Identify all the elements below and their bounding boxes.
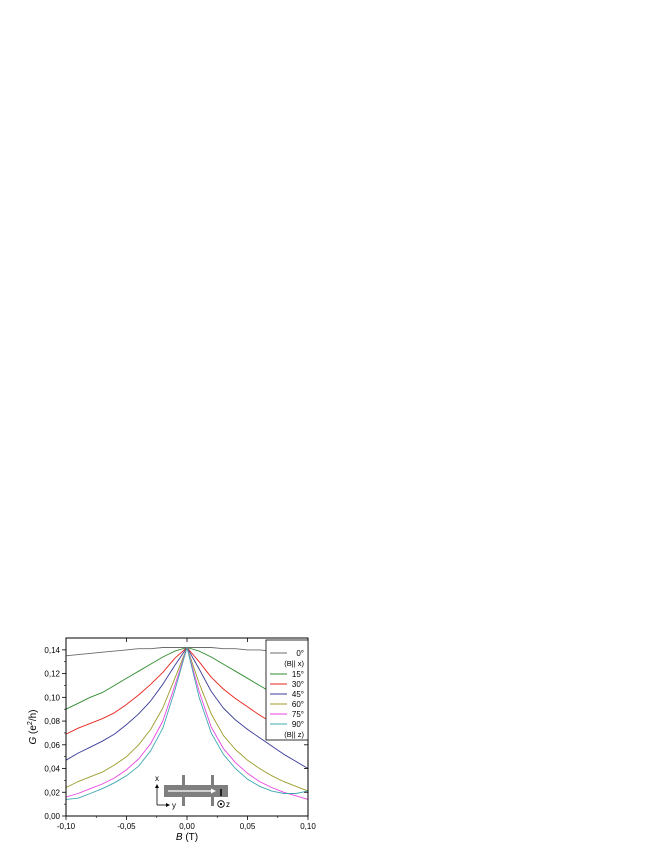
x-tick-label-2: 0,00 [179,822,195,831]
y-tick-label-2: 0,04 [44,765,60,774]
y-axis-label: G (e2/h) [27,709,39,744]
series-layer [65,647,309,800]
legend-label-0: 0° [296,649,304,658]
legend: 0°(B|| x) 15°30°45°60°75°90°(B|| z) [265,639,309,741]
inset-axis-x-arrow [155,784,159,788]
series-line-6 [65,647,309,800]
legend-note-0: (B|| x) [284,659,304,668]
inset-label-z: z [226,800,230,809]
x-tick-label-1: -0,05 [117,822,136,831]
y-tick-label-4: 0,08 [44,717,60,726]
current-arrow-head [211,788,216,794]
voltage-probe-left-top [182,775,185,785]
y-tick-label-0: 0,00 [44,812,60,821]
voltage-probe-right-top [211,775,214,785]
x-axis-ticks: -0,10 -0,05 0,00 0,05 0,10 [57,638,316,831]
legend-label-4: 60° [292,700,304,709]
y-tick-label-7: 0,14 [44,646,60,655]
legend-note-6: (B|| z) [284,730,304,739]
legend-label-6: 90° [292,720,304,729]
y-tick-label-3: 0,06 [44,741,60,750]
current-label: I [220,788,223,799]
out-of-plane-z-dot [219,802,223,806]
x-tick-label-4: 0,10 [300,822,316,831]
legend-label-5: 75° [292,710,304,719]
y-tick-label-5: 0,10 [44,693,60,702]
legend-label-3: 45° [292,690,304,699]
y-axis-ticks: 0,00 0,02 0,04 0,06 0,08 0,10 0,12 0,14 [44,646,308,821]
inset-label-x: x [155,774,159,783]
legend-label-1: 15° [292,670,304,679]
inset-axis-y-arrow [166,803,170,807]
voltage-probe-left-bottom [182,797,185,806]
y-tick-label-6: 0,12 [44,670,60,679]
x-tick-label-3: 0,05 [240,822,256,831]
device-inset: I x y z [155,774,230,810]
legend-label-2: 30° [292,680,304,689]
y-tick-label-1: 0,02 [44,788,60,797]
inset-label-y: y [172,801,176,810]
x-tick-label-0: -0,10 [57,822,76,831]
voltage-probe-right-bottom [211,797,214,806]
legend-items: 0°(B|| x) 15°30°45°60°75°90°(B|| z) [270,649,304,739]
legend-box [265,639,309,741]
out-of-plane-z-icon [217,800,225,808]
x-axis-label: B (T) [176,832,198,843]
